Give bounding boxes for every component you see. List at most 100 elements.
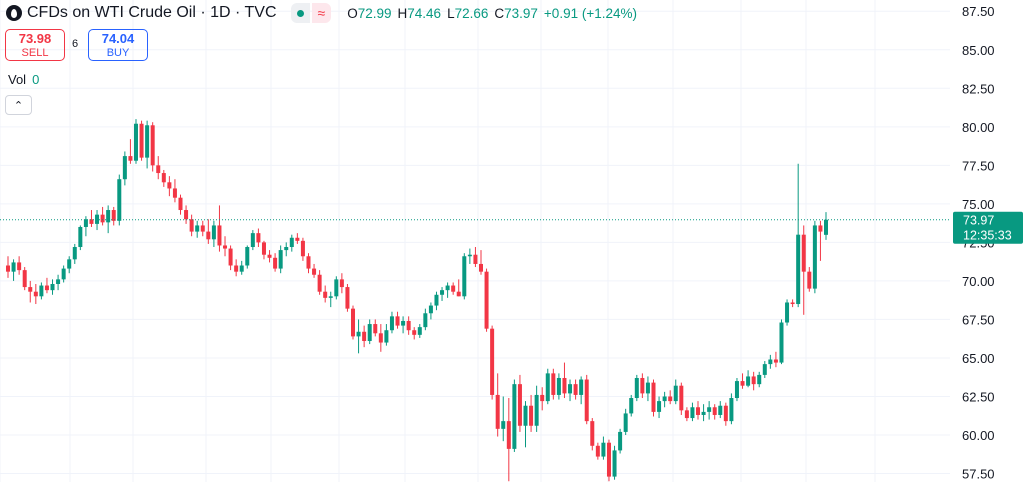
open-value: 72.99 (357, 5, 392, 21)
candle-53 (300, 237, 305, 261)
candle-86 (484, 268, 489, 332)
candle-90 (506, 398, 511, 482)
candle-79 (445, 282, 450, 298)
candle-73 (412, 327, 417, 340)
candles (5, 119, 829, 482)
candle-110 (618, 428, 623, 454)
low-key: L (447, 5, 455, 21)
candle-31 (178, 194, 183, 215)
candle-117 (657, 396, 662, 419)
candle-83 (467, 248, 472, 264)
low-value: 72.66 (454, 5, 489, 21)
candle-94 (529, 394, 534, 432)
candle-82 (462, 253, 467, 300)
price-tag: 73.97 12:35:33 (953, 211, 1023, 244)
candle-16 (95, 210, 100, 231)
candle-22 (128, 139, 133, 164)
candle-114 (640, 373, 645, 399)
buy-price: 74.04 (101, 31, 135, 46)
symbol-legend: CFDs on WTI Crude Oil · 1D · TVC ≈ O72.9… (6, 2, 637, 24)
candle-147 (823, 212, 829, 240)
candle-70 (395, 311, 400, 329)
candle-78 (440, 287, 445, 301)
candle-19 (111, 206, 116, 226)
candle-91 (512, 379, 517, 452)
candle-144 (807, 267, 812, 292)
candle-51 (289, 234, 294, 252)
sell-button[interactable]: 73.98 SELL (5, 29, 65, 61)
candle-139 (779, 319, 784, 365)
candle-59 (334, 276, 339, 300)
candle-95 (534, 385, 539, 432)
candle-46 (261, 240, 266, 260)
candle-118 (662, 391, 667, 408)
symbol-title[interactable]: CFDs on WTI Crude Oil · 1D · TVC (27, 4, 277, 21)
candle-4 (28, 280, 33, 303)
price-tag-value: 73.97 (963, 214, 994, 228)
candle-38 (217, 205, 222, 252)
candle-100 (562, 362, 567, 399)
volume-legend[interactable]: Vol 0 (8, 72, 39, 87)
market-open-dot-icon (296, 9, 304, 17)
candle-133 (746, 370, 751, 388)
candle-1 (11, 259, 16, 281)
candle-43 (245, 245, 250, 269)
high-key: H (397, 5, 408, 21)
candle-45 (256, 228, 261, 248)
collapse-chevron-up-icon[interactable]: ⌃ (5, 95, 32, 115)
candle-65 (367, 319, 372, 345)
candle-55 (312, 263, 317, 278)
oil-drop-icon[interactable] (6, 5, 22, 21)
candle-67 (378, 324, 383, 352)
candle-48 (273, 253, 278, 272)
candle-136 (762, 361, 767, 378)
candle-108 (606, 439, 611, 482)
candle-142 (796, 163, 801, 308)
candle-124 (696, 401, 701, 420)
candle-62 (351, 305, 356, 340)
candle-103 (579, 376, 584, 405)
candle-24 (139, 120, 144, 161)
close-value: 73.97 (504, 5, 538, 21)
open-key: O (347, 5, 358, 21)
candle-34 (195, 220, 200, 238)
candle-88 (495, 373, 500, 437)
y-tick-label-11: 60.00 (962, 428, 995, 443)
wave-icon[interactable]: ≈ (311, 3, 332, 23)
candle-56 (317, 270, 322, 295)
candle-112 (629, 394, 634, 417)
candle-10 (61, 265, 66, 283)
candle-109 (612, 445, 617, 480)
buy-button[interactable]: 74.04 BUY (88, 29, 148, 61)
y-tick-label-3: 80.00 (962, 120, 995, 135)
y-tick-label-5: 75.00 (962, 197, 995, 212)
candle-32 (184, 205, 189, 224)
candle-98 (551, 368, 556, 400)
y-tick-label-4: 77.50 (962, 158, 995, 173)
candle-81 (456, 279, 461, 297)
candle-20 (117, 174, 122, 226)
candle-23 (133, 119, 138, 164)
candle-7 (44, 277, 49, 294)
y-tick-label-12: 57.50 (962, 467, 995, 482)
candle-106 (595, 442, 600, 460)
candle-116 (651, 379, 656, 417)
market-status[interactable] (290, 3, 310, 23)
candle-74 (417, 324, 422, 338)
y-tick-label-10: 62.50 (962, 389, 995, 404)
candle-120 (673, 379, 678, 405)
candle-138 (773, 351, 778, 368)
chart-grid (0, 0, 950, 482)
candle-69 (389, 311, 394, 334)
candle-132 (740, 373, 745, 389)
candle-96 (540, 387, 545, 411)
candle-33 (189, 214, 194, 237)
candle-76 (428, 302, 433, 320)
status-pill[interactable]: ≈ (290, 3, 332, 23)
candle-129 (723, 402, 728, 426)
candle-41 (234, 259, 239, 277)
y-tick-label-0: 87.50 (962, 4, 995, 19)
candle-63 (356, 319, 361, 354)
y-tick-label-8: 67.50 (962, 312, 995, 327)
